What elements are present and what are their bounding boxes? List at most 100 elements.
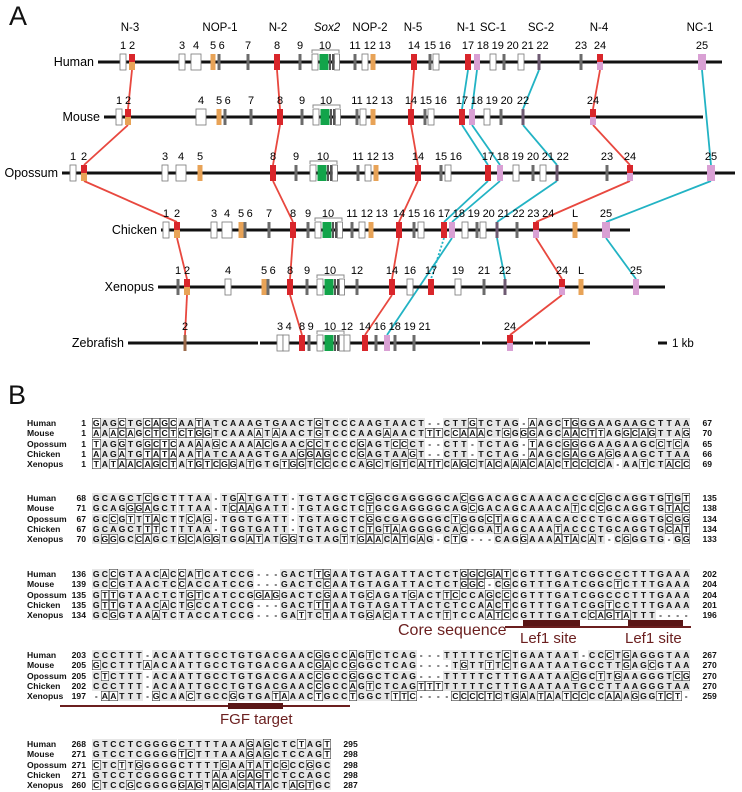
residue: C <box>161 459 168 470</box>
residue: A <box>263 534 272 545</box>
residue: C <box>587 493 597 503</box>
residue: T <box>348 569 358 579</box>
scale-bar-label: 1 kb <box>672 338 694 350</box>
residue: T <box>656 418 665 428</box>
residue: C <box>220 438 229 449</box>
residue: G <box>92 503 101 514</box>
residue: G <box>434 503 443 514</box>
residue: G <box>168 739 178 749</box>
element-19: 19 <box>452 265 464 296</box>
residue: T <box>228 680 238 691</box>
noncoding-element <box>115 108 123 126</box>
residue: G <box>587 418 597 428</box>
residue: T <box>570 589 580 600</box>
residue: T <box>220 610 229 621</box>
start-position: 1 <box>81 448 86 459</box>
fgf-target-label: FGF target <box>220 711 293 728</box>
residue: C <box>468 589 477 600</box>
species-name: Xenopus <box>27 691 64 702</box>
residue: G <box>623 534 630 545</box>
residue: G <box>245 589 255 600</box>
element-number: 13 <box>382 151 394 163</box>
sox2-bar <box>335 222 337 238</box>
residue: A <box>553 691 563 702</box>
element-number: 4 <box>178 151 184 163</box>
element-number: 14 <box>412 151 424 163</box>
residue: G <box>357 680 366 691</box>
residue: C <box>357 523 366 534</box>
residue: G <box>476 503 486 514</box>
residue: A <box>673 660 682 671</box>
residue: C <box>579 599 588 610</box>
residue: T <box>245 513 255 524</box>
end-position: 287 <box>343 780 358 791</box>
residue: C <box>510 589 520 600</box>
residue: A <box>288 660 298 671</box>
region-label-nop-2: NOP-2 <box>352 22 387 34</box>
residue: G <box>460 660 468 671</box>
residue: C <box>160 670 169 681</box>
residue: G <box>486 589 493 600</box>
residue: T <box>451 610 460 621</box>
residue: T <box>615 610 621 621</box>
residue: A <box>161 599 168 610</box>
conserved-element <box>469 109 475 125</box>
element-number: 14 <box>405 95 417 107</box>
residue: T <box>435 680 441 691</box>
residue: T <box>476 680 486 691</box>
element-22: 22 <box>536 40 549 70</box>
residue: T <box>555 523 561 534</box>
residue: G <box>510 428 520 439</box>
residue: T <box>647 503 657 514</box>
residue: C <box>460 493 468 503</box>
residue: A <box>681 448 691 459</box>
residue: A <box>391 589 400 600</box>
residue: A <box>486 610 493 621</box>
residue: C <box>391 650 400 660</box>
residue: A <box>399 680 409 691</box>
residue: T <box>434 610 443 621</box>
residue: A <box>186 418 195 428</box>
residue: - <box>479 534 483 545</box>
residue: T <box>110 589 116 600</box>
residue: A <box>622 418 631 428</box>
residue: T <box>211 448 221 459</box>
residue: G <box>92 418 100 428</box>
residue: T <box>504 569 510 579</box>
residue: G <box>587 579 597 590</box>
residue: T <box>211 759 221 770</box>
residue: C <box>348 438 358 449</box>
panel-b-letter: B <box>8 380 27 410</box>
element-bar <box>531 165 535 181</box>
residue: T <box>399 579 409 590</box>
residue: C <box>305 680 315 691</box>
residue: A <box>528 680 537 691</box>
residue: C <box>579 569 588 579</box>
residue: G <box>135 503 143 514</box>
residue: G <box>237 523 246 534</box>
residue: C <box>144 428 151 439</box>
element-number: 6 <box>270 265 276 277</box>
residue: C <box>93 780 100 791</box>
element-3: 3 <box>210 208 218 239</box>
residue: G <box>579 680 588 691</box>
residue: A <box>502 418 511 428</box>
residue: C <box>117 739 127 749</box>
residue: G <box>152 691 160 702</box>
enhancer-bottom <box>507 343 513 351</box>
end-position: 298 <box>343 769 358 780</box>
residue: A <box>553 650 563 660</box>
residue: G <box>280 610 289 621</box>
residue: T <box>408 610 417 621</box>
residue: T <box>134 493 144 503</box>
residue: - <box>488 534 491 545</box>
residue: A <box>331 599 340 610</box>
residue: A <box>536 523 546 534</box>
element-number: 9 <box>297 40 303 52</box>
residue: G <box>682 428 690 439</box>
residue: G <box>305 534 315 545</box>
residue: T <box>153 428 159 439</box>
residue: G <box>468 513 477 524</box>
residue: C <box>229 503 237 514</box>
residue: A <box>153 513 160 524</box>
